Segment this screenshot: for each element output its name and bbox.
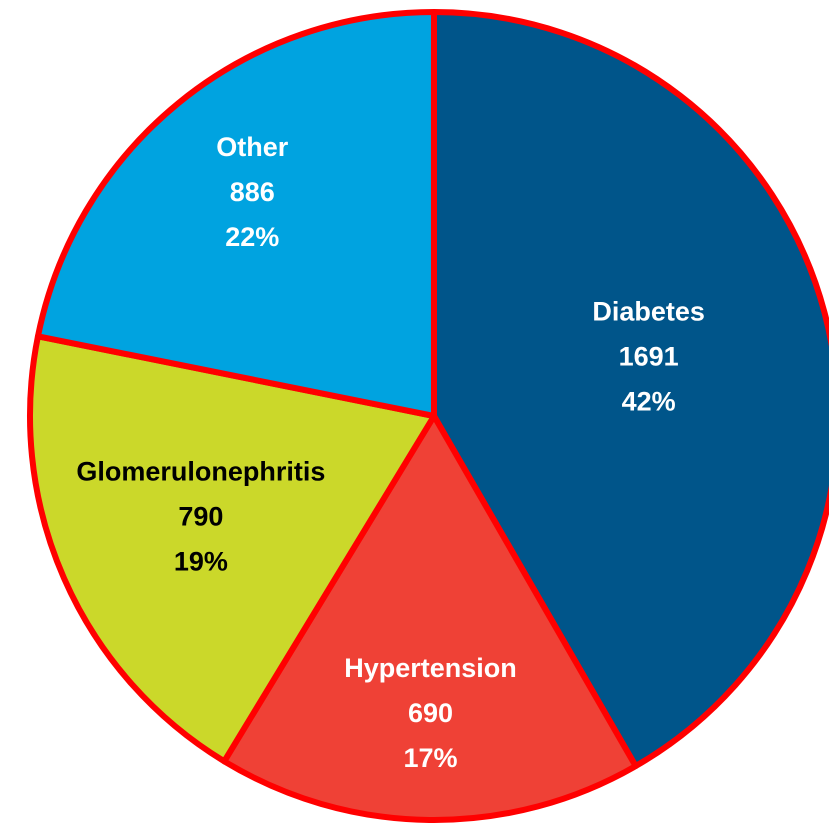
pie-slice [221, 413, 639, 823]
slice-label: Hypertension [344, 653, 517, 683]
pie-slice [431, 9, 829, 770]
slice-label: Glomerulonephritis [76, 456, 325, 486]
value-label: 690 [408, 698, 453, 728]
value-label: 886 [230, 177, 275, 207]
slice-label: Other [216, 132, 289, 162]
pie-slice [34, 9, 437, 419]
percent-label: 42% [622, 387, 676, 417]
value-label: 790 [178, 501, 223, 531]
value-label: 1691 [619, 342, 679, 372]
slice-label: Diabetes [592, 297, 705, 327]
percent-label: 22% [225, 222, 279, 252]
percent-label: 17% [404, 743, 458, 773]
percent-label: 19% [174, 546, 228, 576]
pie-slice [27, 333, 437, 765]
